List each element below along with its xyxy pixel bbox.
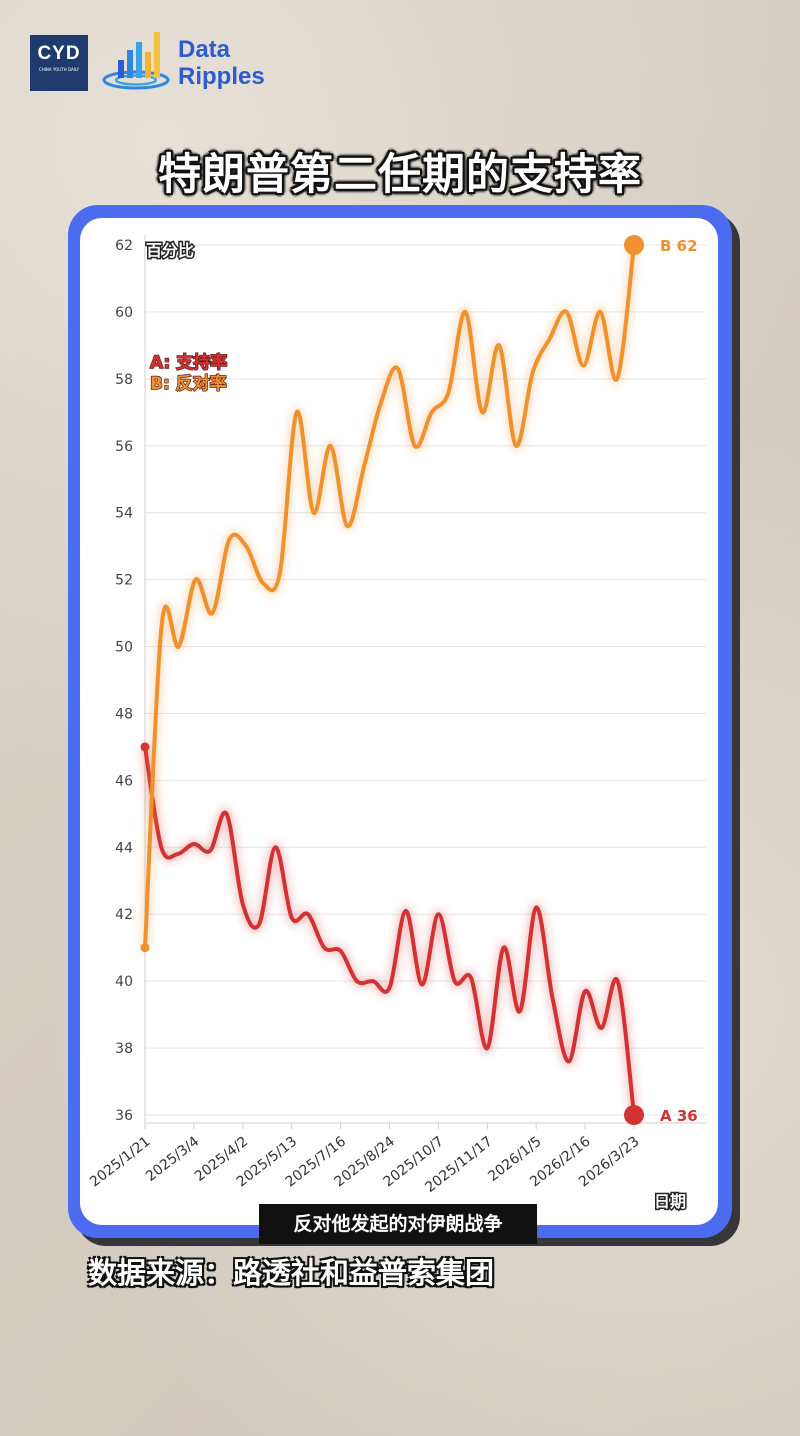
- y-tick-label: 46: [115, 773, 133, 789]
- series-glow-A: [140, 746, 639, 1116]
- brand-line-2: Ripples: [178, 63, 265, 90]
- series-end-point-A: [624, 1105, 644, 1125]
- series-end-label-B: B 62: [660, 237, 698, 255]
- subtitle-caption: 反对他发起的对伊朗战争: [259, 1204, 537, 1244]
- y-tick-label: 36: [115, 1108, 133, 1124]
- y-tick-label: 54: [115, 506, 133, 522]
- legend-item: A: 支持率: [150, 352, 227, 373]
- brand-line-1: Data: [178, 36, 231, 63]
- y-tick-label: 62: [115, 238, 133, 254]
- y-tick-label: 56: [115, 439, 133, 455]
- y-tick-label: 60: [115, 305, 133, 321]
- series-start-point-A: [140, 742, 150, 752]
- page-title: 特朗普第二任期的支持率: [158, 150, 642, 200]
- y-tick-label: 50: [115, 640, 133, 656]
- y-tick-label: 52: [115, 573, 133, 589]
- y-tick-label: 42: [115, 907, 133, 923]
- x-tick-label: 2025/3/4: [143, 1133, 202, 1184]
- series-start-point-B: [140, 943, 150, 953]
- series-line-A: [143, 744, 636, 1117]
- y-tick-label: 40: [115, 974, 133, 990]
- cyd-logo-text: CYD: [37, 43, 81, 64]
- legend-item: B: 反对率: [150, 373, 227, 394]
- series-end-label-A: A 36: [660, 1107, 698, 1125]
- y-tick-label: 58: [115, 372, 133, 388]
- y-tick-label: 48: [115, 706, 133, 722]
- y-axis-title: 百分比: [146, 241, 194, 260]
- data-source: 数据来源：路透社和益普索集团: [88, 1256, 495, 1290]
- cyd-logo-subtext: CHINA YOUTH DAILY: [38, 67, 80, 72]
- cyd-logo: CYD CHINA YOUTH DAILY: [30, 35, 88, 91]
- x-axis-title: 日期: [654, 1192, 686, 1211]
- data-ripples-logo-icon: [102, 32, 170, 90]
- data-ripples-wordmark: Data Ripples: [178, 36, 265, 90]
- series-end-point-B: [624, 235, 644, 255]
- x-tick-label: 2025/1/21: [87, 1134, 153, 1191]
- y-tick-label: 38: [115, 1041, 133, 1057]
- series-line-B: [143, 243, 636, 950]
- y-tick-label: 44: [115, 840, 133, 856]
